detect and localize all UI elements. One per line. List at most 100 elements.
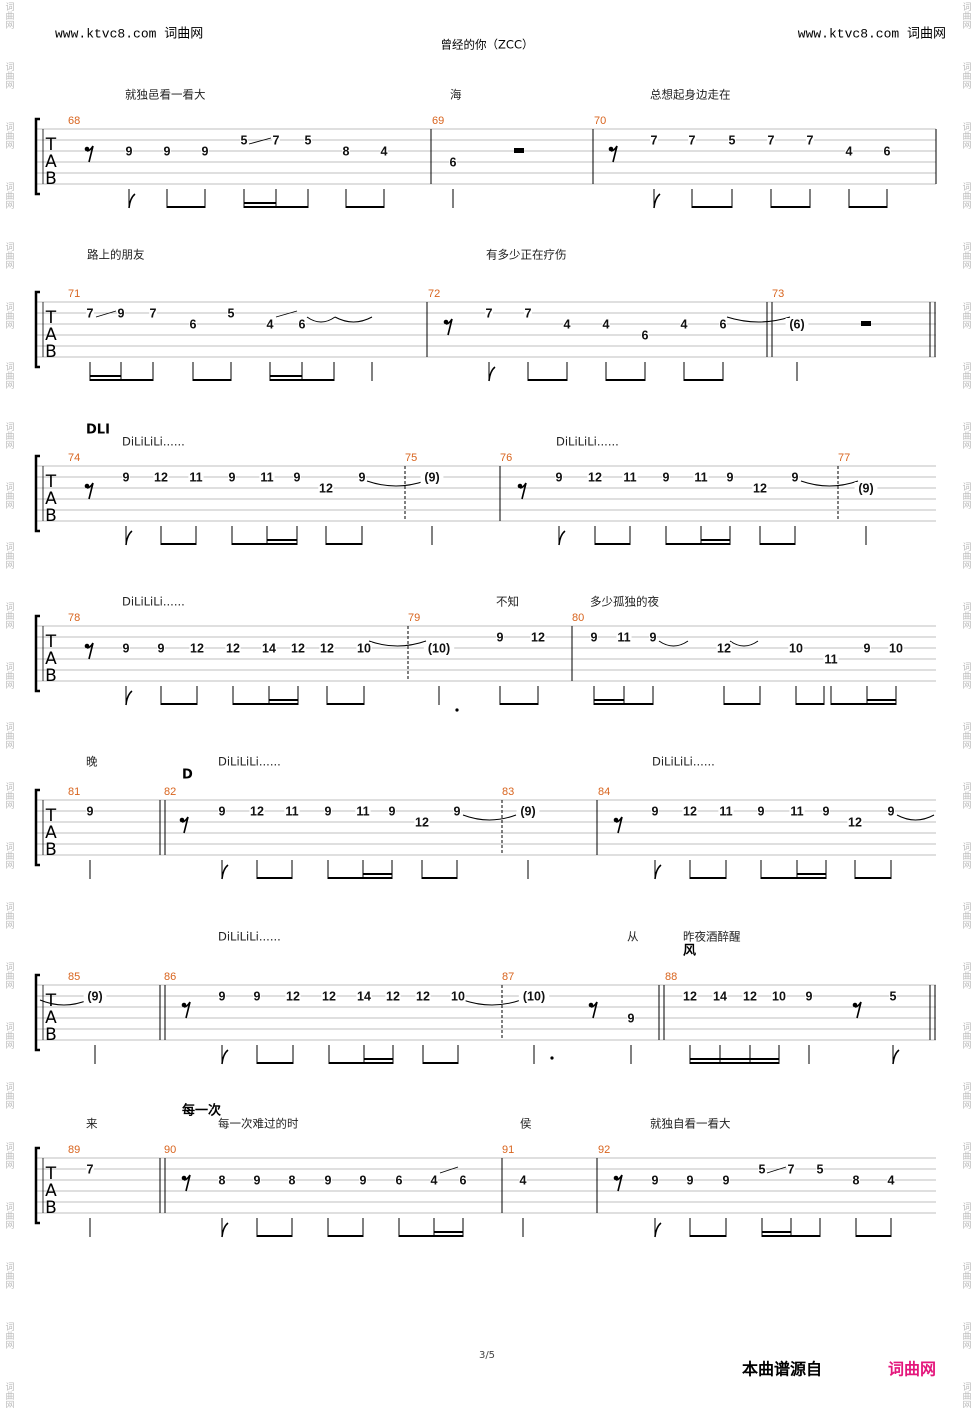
tab-note: 10 <box>772 989 786 1003</box>
tab-note: 7 <box>273 133 280 147</box>
measure-number: 70 <box>594 115 606 127</box>
tab-note: 12 <box>154 470 168 484</box>
tab-note: (9) <box>858 481 873 495</box>
note-bg <box>227 307 235 319</box>
tab-note: 7 <box>689 133 696 147</box>
beam <box>422 877 457 879</box>
tab-note: 9 <box>254 989 261 1003</box>
beam <box>762 1235 820 1237</box>
watermark: 词曲网 <box>4 722 15 750</box>
tab-note: 9 <box>497 630 504 644</box>
tab-note: 4 <box>846 144 853 158</box>
tab-note: 11 <box>189 470 202 484</box>
beam <box>267 539 297 541</box>
watermark: 词曲网 <box>4 782 15 810</box>
eighth-rest <box>615 816 623 834</box>
flag <box>221 1222 229 1238</box>
note-bg <box>686 1174 694 1186</box>
note-bg <box>771 990 787 1002</box>
note-bg <box>201 145 209 157</box>
tab-note: 11 <box>623 470 636 484</box>
tie <box>658 640 689 647</box>
note-bg <box>787 1163 795 1175</box>
tab-letter: B <box>45 506 57 526</box>
eighth-rest <box>445 318 453 336</box>
note-bg <box>752 482 768 494</box>
beam <box>849 206 887 208</box>
watermark: 词曲网 <box>961 1082 972 1110</box>
beam <box>423 1062 458 1064</box>
note-bg <box>342 145 350 157</box>
tab-note: 9 <box>663 470 670 484</box>
note-bg <box>288 1174 296 1186</box>
note-bg <box>259 471 275 483</box>
note-bg <box>516 805 540 817</box>
note-bg <box>86 1163 94 1175</box>
eighth-rest <box>590 1001 598 1019</box>
watermark: 词曲网 <box>961 1022 972 1050</box>
note-bg <box>319 642 335 654</box>
tab-note: 4 <box>381 144 388 158</box>
tie <box>729 640 759 647</box>
tab-note: 12 <box>286 989 300 1003</box>
watermark: 词曲网 <box>4 542 15 570</box>
section-label: DLI <box>86 423 110 438</box>
lyric: DiLiLiLi...... <box>652 755 715 769</box>
beam <box>244 206 308 208</box>
tie <box>896 814 935 821</box>
measure-number: 89 <box>68 1144 80 1156</box>
note-bg <box>616 631 632 643</box>
watermark: 词曲网 <box>4 242 15 270</box>
tab-note: 11 <box>260 470 273 484</box>
tab-letter: B <box>45 1025 57 1045</box>
note-bg <box>388 805 396 817</box>
beam <box>329 1062 393 1064</box>
bracket <box>34 614 40 693</box>
tab-note: 5 <box>305 133 312 147</box>
watermark: 词曲网 <box>4 602 15 630</box>
note-bg <box>189 318 197 330</box>
note-bg <box>117 307 125 319</box>
tab-letter: B <box>45 666 57 686</box>
lyric: 不知 <box>496 595 519 609</box>
measure-number: 88 <box>665 971 677 983</box>
beam <box>399 1235 463 1237</box>
watermark: 词曲网 <box>4 182 15 210</box>
note-bg <box>854 482 878 494</box>
note-bg <box>157 642 165 654</box>
slide <box>766 1166 787 1174</box>
tab-note: 9 <box>888 804 895 818</box>
tab-note: 12 <box>416 989 430 1003</box>
beam <box>90 379 153 381</box>
dot <box>455 708 459 712</box>
note-bg <box>758 1163 766 1175</box>
tab-note: 8 <box>289 1173 296 1187</box>
beam <box>692 206 732 208</box>
watermark: 词曲网 <box>961 482 972 510</box>
tab-note: 4 <box>681 317 688 331</box>
flag <box>221 1049 229 1065</box>
tab-note: (9) <box>424 470 439 484</box>
measure-number: 77 <box>838 452 850 464</box>
watermark: 词曲网 <box>961 602 972 630</box>
tab-letter: T <box>45 472 57 492</box>
measure-number: 80 <box>572 612 584 624</box>
tab-note: 9 <box>325 804 332 818</box>
watermark: 词曲网 <box>961 1322 972 1350</box>
note-bg <box>420 471 444 483</box>
eighth-rest <box>183 1174 191 1192</box>
watermark: 词曲网 <box>4 362 15 390</box>
tab-letter: A <box>45 823 57 843</box>
tab-note: 9 <box>219 804 226 818</box>
flag <box>654 864 662 880</box>
tab-note: (10) <box>523 989 545 1003</box>
dot <box>550 1056 554 1060</box>
beam <box>690 877 726 879</box>
note-bg <box>555 471 563 483</box>
tab-note: 9 <box>202 144 209 158</box>
beam <box>161 543 196 545</box>
beam <box>867 699 896 701</box>
watermark: 词曲网 <box>4 1322 15 1350</box>
tab-note: 11 <box>356 804 369 818</box>
